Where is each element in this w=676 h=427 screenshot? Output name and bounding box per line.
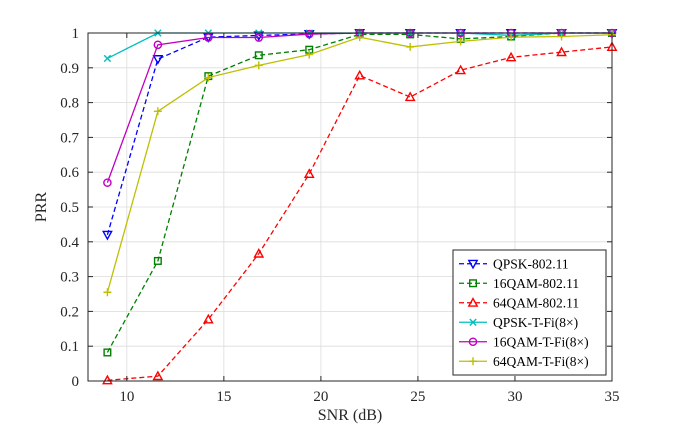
y-tick-label: 0.9 <box>60 61 79 77</box>
x-axis-label: SNR (dB) <box>318 407 382 424</box>
data-point-64qam-802-11 <box>556 46 567 57</box>
data-point-64qam-t-fi-8 <box>103 288 112 297</box>
x-tick-label: 25 <box>410 389 425 405</box>
data-point-64qam-802-11 <box>354 69 366 80</box>
legend-marker-64qam-802-11 <box>467 297 479 307</box>
data-point-16qam-t-fi-8 <box>204 33 213 42</box>
series-line-64qam-802-11 <box>107 46 613 381</box>
data-point-64qam-802-11 <box>505 51 517 62</box>
y-tick-label: 0.2 <box>60 304 79 320</box>
data-point-64qam-t-fi-8 <box>305 50 314 59</box>
y-tick-label: 0.8 <box>60 96 79 112</box>
legend-label-64qam-t-fi-8: 64QAM-T-Fi(8×) <box>493 354 589 369</box>
legend-marker-qpsk-802-11 <box>467 259 479 270</box>
legend-label-qpsk-t-fi-8: QPSK-T-Fi(8×) <box>493 315 578 330</box>
data-point-16qam-802-11 <box>103 348 112 357</box>
data-point-64qam-t-fi-8 <box>456 37 465 46</box>
data-point-qpsk-802-11 <box>102 230 113 241</box>
y-tick-label: 0 <box>72 374 80 390</box>
legend: QPSK-802.11 16QAM-802.11 64QAM-802.11 QPSK-… <box>452 249 607 376</box>
legend-label-16qam-802-11: 16QAM-802.11 <box>493 276 579 291</box>
data-point-16qam-802-11 <box>153 256 162 265</box>
data-point-64qam-802-11 <box>253 247 265 258</box>
y-tick-label: 1 <box>72 26 80 42</box>
series-line-16qam-802-11 <box>106 32 612 353</box>
series-line-16qam-t-fi-8 <box>106 32 612 183</box>
legend-label-16qam-t-fi-8: 16QAM-T-Fi(8×) <box>493 334 589 349</box>
data-point-64qam-802-11 <box>202 313 214 324</box>
legend-marker-16qam-802-11 <box>469 279 478 288</box>
y-tick-label: 0.3 <box>60 270 79 286</box>
data-point-16qam-t-fi-8 <box>254 33 264 42</box>
series-64qam-t-fi-8 <box>103 30 616 297</box>
series-line-qpsk-802-11 <box>106 32 612 236</box>
y-tick-label: 0.6 <box>60 165 79 181</box>
y-tick-label: 0.1 <box>60 339 79 355</box>
data-point-64qam-802-11 <box>303 168 315 179</box>
x-tick-label: 30 <box>507 389 522 405</box>
axis-ticks: 10 15 20 25 30 35 0 0.1 0.2 0.3 0.4 0.5 0.6 0.7 0.8 0.9… <box>60 26 619 405</box>
data-point-64qam-t-fi-8 <box>507 33 516 42</box>
series-64qam-802-11 <box>102 41 618 385</box>
y-tick-label: 0.4 <box>60 235 79 251</box>
data-point-64qam-t-fi-8 <box>406 42 415 51</box>
legend-label-64qam-802-11: 64QAM-802.11 <box>493 295 579 310</box>
y-tick-label: 0.5 <box>60 200 79 216</box>
legend-marker-64qam-t-fi-8 <box>469 357 477 366</box>
x-tick-label: 20 <box>313 389 328 405</box>
data-point-64qam-t-fi-8 <box>557 32 566 41</box>
data-point-64qam-t-fi-8 <box>355 33 364 42</box>
data-point-16qam-t-fi-8 <box>304 29 314 39</box>
data-point-qpsk-t-fi-8 <box>103 54 112 63</box>
data-point-64qam-t-fi-8 <box>254 61 263 70</box>
x-tick-label: 15 <box>216 389 231 405</box>
legend-label-qpsk-802-11: QPSK-802.11 <box>493 256 569 271</box>
legend-marker-qpsk-t-fi-8 <box>469 318 477 326</box>
data-point-16qam-802-11 <box>254 51 263 60</box>
legend-box <box>452 249 607 376</box>
data-point-64qam-t-fi-8 <box>153 107 162 116</box>
y-tick-label: 0.7 <box>60 130 79 146</box>
data-point-64qam-802-11 <box>455 64 467 75</box>
y-axis-label: PRR <box>33 192 50 223</box>
data-point-16qam-t-fi-8 <box>103 178 112 187</box>
data-point-qpsk-802-11 <box>152 55 164 65</box>
data-point-64qam-t-fi-8 <box>204 73 213 82</box>
series-qpsk-802-11 <box>102 28 618 241</box>
series-16qam-t-fi-8 <box>103 28 617 187</box>
x-tick-label: 35 <box>605 389 620 405</box>
legend-marker-16qam-t-fi-8 <box>468 337 478 347</box>
data-point-64qam-802-11 <box>152 370 164 381</box>
data-point-64qam-802-11 <box>404 91 416 102</box>
x-tick-label: 10 <box>119 389 134 405</box>
data-point-64qam-802-11 <box>102 374 113 385</box>
data-point-16qam-t-fi-8 <box>153 40 163 50</box>
